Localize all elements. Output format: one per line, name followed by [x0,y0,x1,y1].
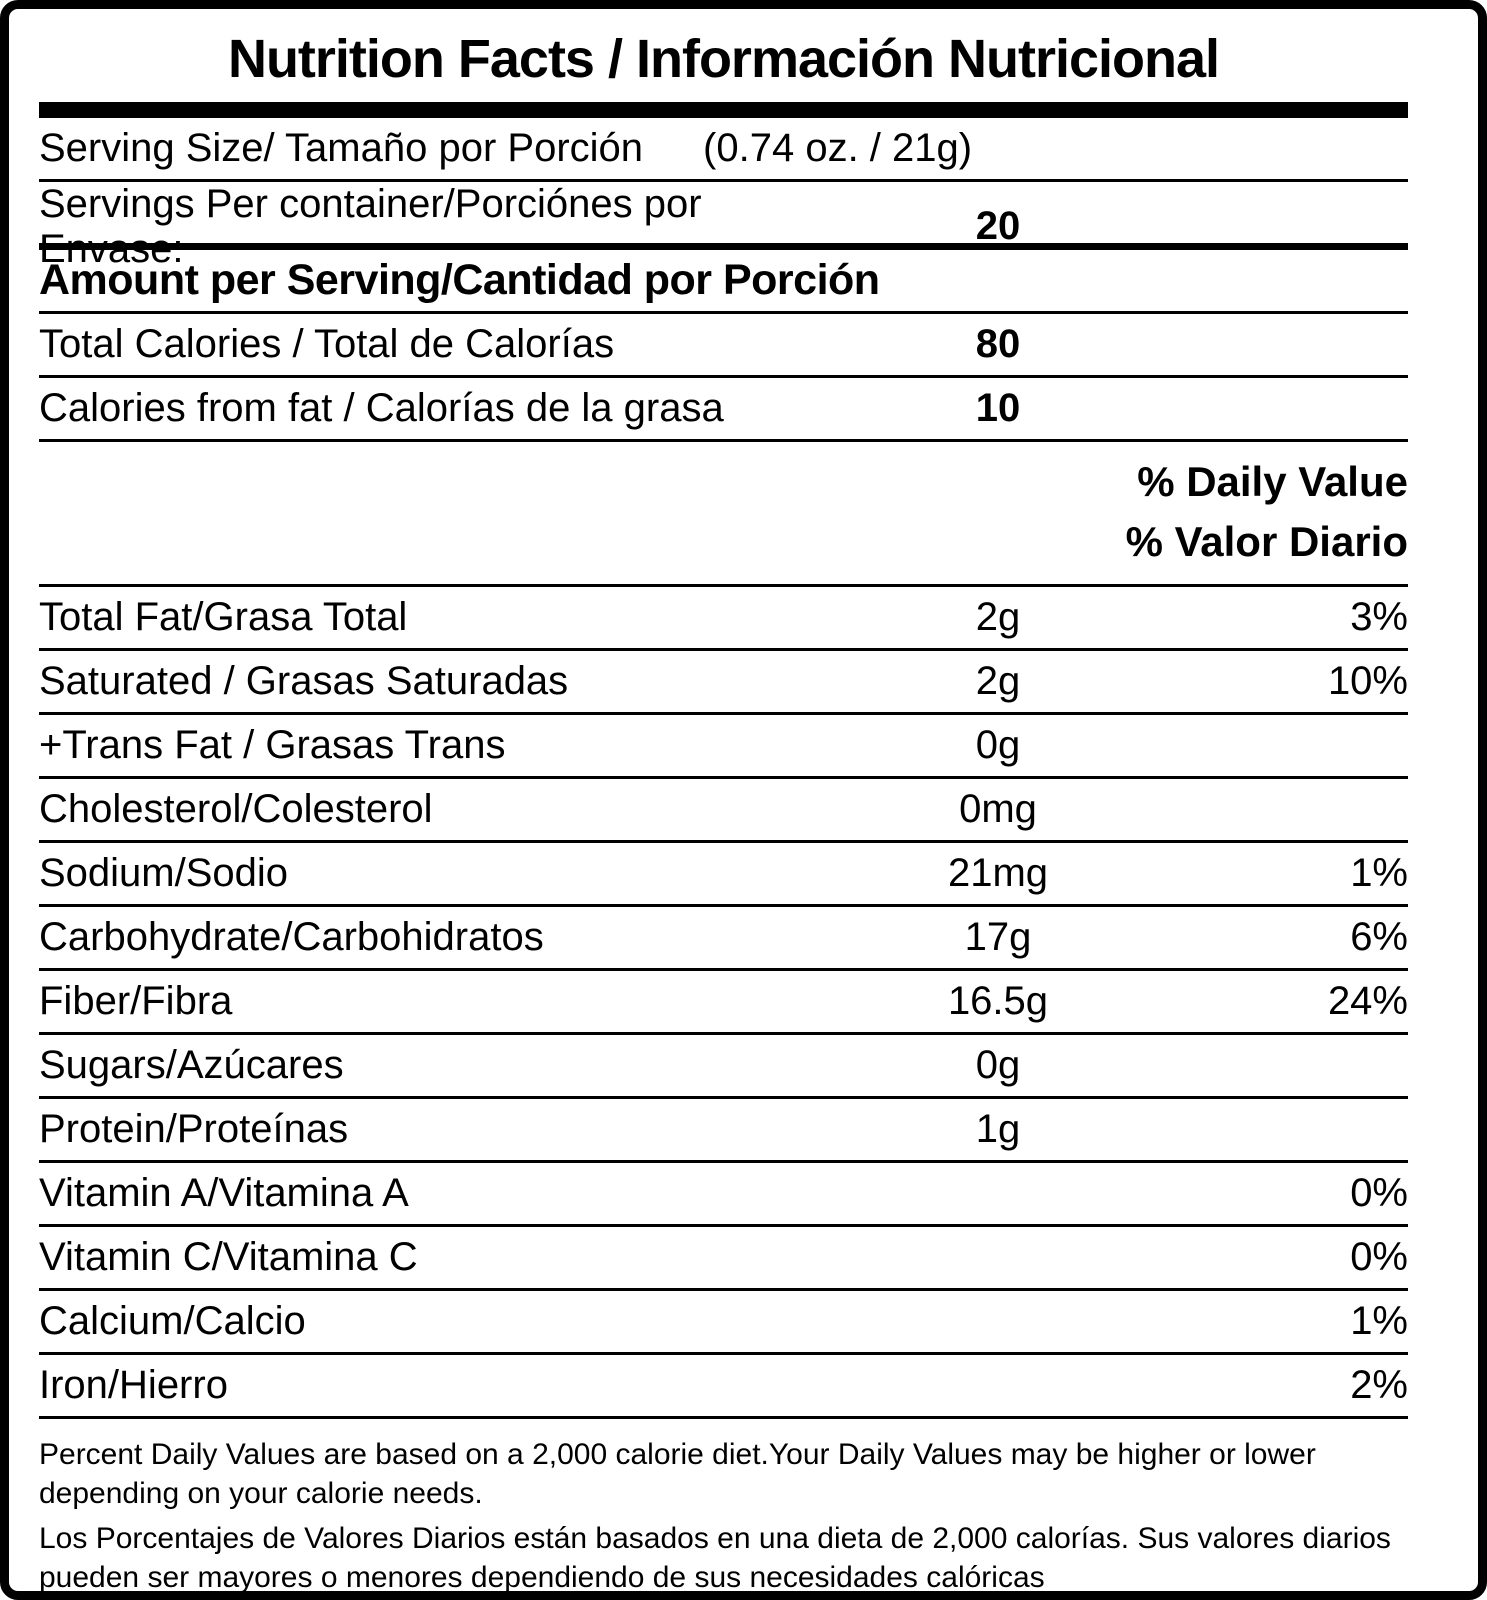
divider [39,647,1408,651]
nutrient-daily-value: 10% [1327,658,1408,703]
nutrient-label: Saturated / Grasas Saturadas [39,658,569,703]
servings-per-container-label: Servings Per container/Porciónes por Env… [39,181,702,271]
nutrient-amount: 2g [975,594,1021,639]
nutrient-row: +Trans Fat / Grasas Trans 0g [39,715,1408,776]
daily-value-heading-es: % Valor Diario [1125,517,1408,565]
footnote-english: Percent Daily Values are based on a 2,00… [39,1437,1316,1510]
divider [39,1095,1408,1099]
divider [39,1031,1408,1035]
divider [39,1223,1408,1227]
nutrient-amount: 16.5g [947,978,1049,1023]
nutrient-label: Sugars/Azúcares [39,1042,344,1087]
nutrient-amount: 21mg [947,850,1049,895]
nutrient-label: Protein/Proteínas [39,1106,349,1151]
divider [39,711,1408,715]
nutrient-row: Protein/Proteínas 1g [39,1099,1408,1160]
calories-from-fat-row: Calories from fat / Calorías de la grasa… [39,378,1408,439]
divider [39,310,1408,314]
label-title: Nutrition Facts / Información Nutriciona… [227,29,1220,89]
nutrient-daily-value: 24% [1327,978,1408,1023]
nutrient-daily-value: 3% [1350,594,1408,639]
divider [39,967,1408,971]
calories-from-fat-label: Calories from fat / Calorías de la grasa [39,385,724,430]
daily-value-heading-en: % Daily Value [1137,457,1408,505]
nutrient-row: Saturated / Grasas Saturadas 2g 10% [39,651,1408,712]
nutrient-label: Cholesterol/Colesterol [39,786,433,831]
nutrient-daily-value: 1% [1350,1298,1408,1343]
total-calories-row: Total Calories / Total de Calorías 80 [39,314,1408,375]
nutrient-amount: 1g [975,1106,1021,1151]
nutrient-row: Fiber/Fibra 16.5g 24% [39,971,1408,1032]
nutrient-row: Cholesterol/Colesterol 0mg [39,779,1408,840]
nutrient-label: Iron/Hierro [39,1362,228,1407]
nutrient-row: Vitamin C/Vitamina C 0% [39,1227,1408,1288]
nutrient-label: Total Fat/Grasa Total [39,594,408,639]
nutrient-label: Vitamin A/Vitamina A [39,1170,409,1215]
nutrient-amount: 0mg [959,786,1037,831]
divider [39,1351,1408,1355]
nutrient-label: Calcium/Calcio [39,1298,306,1343]
divider [39,775,1408,779]
nutrient-row: Vitamin A/Vitamina A 0% [39,1163,1408,1224]
calories-from-fat-value: 10 [975,385,1021,430]
nutrient-label: Fiber/Fibra [39,978,233,1023]
divider [39,178,1408,182]
nutrient-label: Carbohydrate/Carbohidratos [39,914,544,959]
nutrient-row: Sugars/Azúcares 0g [39,1035,1408,1096]
nutrient-label: Sodium/Sodio [39,850,289,895]
total-calories-value: 80 [975,321,1021,366]
footnote-spanish: Los Porcentajes de Valores Diarios están… [39,1521,1391,1594]
nutrient-row: Total Fat/Grasa Total 2g 3% [39,587,1408,648]
footnote: Percent Daily Values are based on a 2,00… [39,1419,1408,1594]
divider [39,903,1408,907]
divider [39,438,1408,442]
title-divider [39,101,1408,118]
nutrient-label: Vitamin C/Vitamina C [39,1234,418,1279]
amount-per-serving-heading: Amount per Serving/Cantidad por Porción [39,255,880,304]
amount-per-serving-row: Amount per Serving/Cantidad por Porción [39,250,1408,311]
divider [39,1159,1408,1163]
nutrient-amount: 17g [964,914,1032,959]
serving-size-label: Serving Size/ Tamaño por Porción [39,125,644,170]
serving-size-value: (0.74 oz. / 21g) [703,125,973,170]
total-calories-label: Total Calories / Total de Calorías [39,321,615,366]
label-content: Nutrition Facts / Información Nutriciona… [9,21,1478,1594]
divider [39,242,1408,250]
nutrient-daily-value: 0% [1350,1170,1408,1215]
nutrient-amount: 0g [975,722,1021,767]
daily-value-heading: % Daily Value % Valor Diario [39,442,1408,584]
divider [39,583,1408,587]
divider [39,374,1408,378]
nutrient-row: Calcium/Calcio 1% [39,1291,1408,1352]
nutrient-daily-value: 6% [1350,914,1408,959]
servings-per-container-value: 20 [975,204,1021,249]
nutrient-label: +Trans Fat / Grasas Trans [39,722,506,767]
nutrient-row: Carbohydrate/Carbohidratos 17g 6% [39,907,1408,968]
nutrient-daily-value: 1% [1350,850,1408,895]
divider [39,839,1408,843]
divider [39,1415,1408,1419]
servings-per-container-row: Servings Per container/Porciónes por Env… [39,182,1408,271]
nutrient-daily-value: 2% [1350,1362,1408,1407]
nutrient-daily-value: 0% [1350,1234,1408,1279]
divider [39,1287,1408,1291]
serving-size-row: Serving Size/ Tamaño por Porción (0.74 o… [39,118,1408,179]
nutrient-amount: 2g [975,658,1021,703]
nutrient-amount: 0g [975,1042,1021,1087]
nutrient-row: Iron/Hierro 2% [39,1355,1408,1416]
nutrient-row: Sodium/Sodio 21mg 1% [39,843,1408,904]
